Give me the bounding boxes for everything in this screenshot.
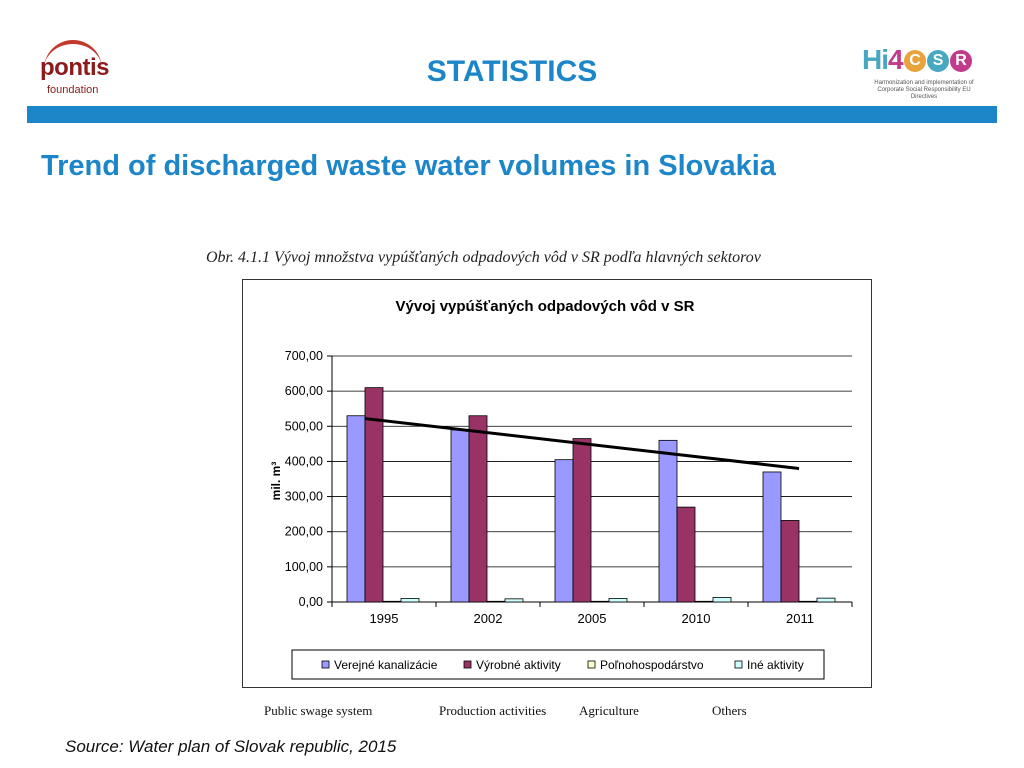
trendline-line	[364, 417, 800, 470]
bar-0-2002	[450, 429, 470, 603]
bar-3-2010	[712, 597, 732, 603]
legend-swatch	[321, 660, 330, 669]
source-note: Source: Water plan of Slovak republic, 2…	[65, 737, 397, 756]
y-tick-label: 0,00	[299, 595, 323, 609]
legend-label: Výrobné aktivity	[476, 658, 561, 672]
logo-subtitle: foundation	[47, 84, 99, 96]
translation-public-sewage: Public swage system	[264, 703, 373, 718]
x-tick-label: 2011	[786, 611, 814, 626]
bar-3-2011	[816, 597, 836, 603]
legend-label: Poľnohospodárstvo	[600, 658, 704, 672]
legend-swatch	[463, 660, 472, 669]
slide-title: Trend of discharged waste water volumes …	[41, 150, 776, 182]
bars	[346, 387, 836, 603]
legend-swatch	[587, 660, 596, 669]
bar-2-2005	[590, 600, 610, 603]
pontis-foundation-logo: pontis foundation	[40, 40, 120, 104]
y-axis-label: mil. m³	[269, 462, 283, 501]
x-tick-label: 2002	[474, 611, 503, 626]
bar-2-2002	[486, 600, 506, 603]
bar-1-2010	[676, 506, 696, 603]
hi4csr-logo: Hi4 C S R Harmonization and implementation …	[862, 44, 986, 102]
bar-1-1995	[364, 387, 384, 603]
legend-swatch	[734, 660, 743, 669]
hi4csr-wordmark: Hi4 C S R	[862, 44, 972, 76]
bar-2-2011	[798, 600, 818, 603]
chart-title: Vývoj vypúšťaných odpadových vôd v SR	[396, 298, 695, 315]
x-tick-label: 2005	[578, 611, 607, 626]
bar-2-2010	[694, 600, 714, 603]
bar-2-1995	[382, 600, 402, 603]
y-tick-label: 500,00	[285, 419, 323, 433]
x-tick-label: 2010	[682, 611, 711, 626]
translation-others: Others	[712, 703, 747, 718]
logo-arc-icon	[44, 40, 102, 70]
logo-hi: Hi	[862, 44, 889, 75]
logo-letter-s: S	[926, 50, 949, 72]
bar-1-2011	[780, 520, 800, 603]
x-tick-label: 1995	[370, 611, 399, 626]
translation-production: Production activities	[439, 703, 547, 718]
bar-0-1995	[346, 415, 366, 603]
page-heading: STATISTICS	[426, 55, 598, 88]
bar-3-2002	[504, 598, 524, 603]
y-tick-label: 300,00	[285, 490, 323, 504]
bar-chart: Vývoj vypúšťaných odpadových vôd v SR 0,…	[269, 298, 853, 680]
y-tick-label: 600,00	[285, 384, 323, 398]
logo-wordmark: pontis	[40, 54, 110, 81]
figure-caption: Obr. 4.1.1 Vývoj množstva vypúšťaných od…	[206, 249, 761, 266]
logo-letter-r: R	[949, 50, 972, 72]
bar-0-2011	[762, 471, 782, 603]
logo-letter-c: C	[903, 50, 926, 72]
legend-label: Iné aktivity	[747, 658, 804, 672]
y-tick-label: 700,00	[285, 349, 323, 363]
bar-3-1995	[400, 598, 420, 603]
y-tick-label: 200,00	[285, 525, 323, 539]
bar-0-2005	[554, 459, 574, 603]
translation-agriculture: Agriculture	[579, 703, 639, 718]
bar-1-2005	[572, 438, 592, 603]
header-accent-bar	[27, 106, 997, 123]
bar-1-2002	[468, 415, 488, 603]
bar-0-2010	[658, 439, 678, 603]
y-tick-label: 100,00	[285, 560, 323, 574]
legend-label: Verejné kanalizácie	[334, 658, 438, 672]
logo-tagline: Harmonization and implementation of Corp…	[874, 80, 974, 100]
axes: 0,00 100,00 200,00 300,00 400,00 500,00 600,00…	[285, 349, 853, 626]
legend: Verejné kanalizácie Výrobné aktivity Poľno…	[291, 649, 825, 680]
bar-3-2005	[608, 598, 628, 603]
trendline	[364, 417, 800, 470]
y-tick-label: 400,00	[285, 454, 323, 468]
logo-four: 4	[888, 44, 904, 75]
